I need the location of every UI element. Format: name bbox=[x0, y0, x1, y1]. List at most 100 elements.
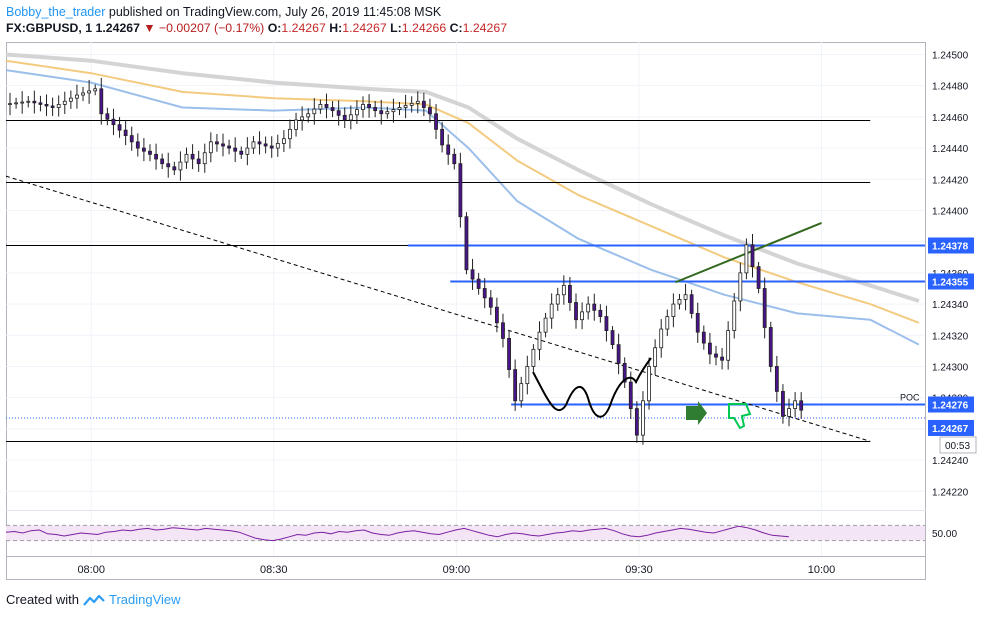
candle-body bbox=[458, 163, 463, 218]
author-link[interactable]: Bobby_the_trader bbox=[6, 5, 106, 19]
price-axis[interactable]: 1.242201.242401.242601.242801.243001.243… bbox=[928, 50, 977, 540]
candle-body bbox=[598, 309, 603, 317]
candle-body bbox=[501, 322, 505, 339]
ema-line-ema_fast bbox=[5, 69, 920, 346]
candle-body bbox=[227, 145, 231, 149]
candle-body bbox=[294, 119, 298, 130]
candle-body bbox=[93, 88, 98, 92]
candle-body bbox=[799, 400, 804, 411]
candle-body bbox=[543, 317, 548, 333]
candle-body bbox=[756, 266, 761, 289]
last-price-badge-label: 1.24267 bbox=[932, 424, 969, 435]
symbol-label: FX:GBPUSD, 1 bbox=[6, 21, 93, 35]
candle-body bbox=[604, 316, 609, 331]
down-arrow-icon: ▼ bbox=[143, 21, 156, 35]
tradingview-link[interactable]: TradingView bbox=[108, 592, 181, 607]
candle-body bbox=[32, 100, 37, 104]
x-tick-label: 09:00 bbox=[443, 564, 471, 576]
candle-body bbox=[482, 288, 487, 299]
candle-body bbox=[330, 107, 335, 112]
ema-line-ema_mid bbox=[5, 59, 920, 324]
candle-body bbox=[677, 298, 682, 305]
trendlines[interactable] bbox=[5, 175, 871, 442]
candle-body bbox=[622, 362, 627, 383]
candle-body bbox=[160, 158, 165, 165]
candle-body bbox=[653, 347, 658, 367]
candle-body bbox=[732, 300, 737, 331]
candle-body bbox=[178, 161, 183, 171]
created-with-label: Created with bbox=[6, 592, 79, 607]
y-tick-label: 1.24400 bbox=[932, 206, 969, 217]
candle-body bbox=[99, 88, 104, 115]
open-label: O: bbox=[267, 21, 282, 35]
candle-body bbox=[221, 143, 225, 147]
candle-body bbox=[781, 391, 785, 417]
candle-body bbox=[665, 316, 670, 330]
footer: Created with TradingView bbox=[6, 592, 181, 607]
trendline-black bbox=[5, 175, 871, 442]
close-value: 1.24267 bbox=[462, 21, 508, 35]
candle-body bbox=[714, 353, 718, 358]
candle-body bbox=[288, 128, 292, 140]
rsi-band bbox=[6, 525, 925, 541]
candle-body bbox=[81, 92, 85, 96]
tradingview-logo-icon bbox=[83, 594, 105, 606]
candle-body bbox=[56, 104, 61, 108]
candle-body bbox=[671, 303, 676, 317]
candle-body bbox=[208, 141, 213, 154]
time-axis[interactable]: 08:0008:3009:0009:3010:0010:3011:0011:30… bbox=[77, 564, 988, 576]
candle-body bbox=[68, 97, 73, 102]
candle-body bbox=[452, 153, 457, 165]
candle-body bbox=[537, 331, 542, 350]
price-axis-badge-label: 1.24378 bbox=[932, 242, 969, 253]
candle-body bbox=[355, 109, 359, 116]
candle-body bbox=[476, 278, 481, 289]
price-axis-badge-label: 1.24276 bbox=[932, 401, 969, 412]
trendline-green bbox=[675, 222, 822, 284]
candle-body bbox=[306, 113, 311, 118]
double-bottom-drawing bbox=[532, 357, 652, 418]
candle-body bbox=[689, 294, 694, 314]
price-axis-badge bbox=[928, 237, 974, 254]
candle-body bbox=[184, 153, 189, 163]
price-chart[interactable]: POC 1.242201.242401.242601.242801.243001… bbox=[0, 0, 988, 590]
y-tick-label: 1.24420 bbox=[932, 175, 969, 186]
candle-body bbox=[409, 102, 414, 106]
rsi-pane bbox=[5, 524, 925, 542]
candle-body bbox=[373, 107, 378, 112]
last-price-badge bbox=[928, 419, 974, 436]
price-levels[interactable]: POC bbox=[6, 120, 925, 442]
candle-body bbox=[683, 294, 688, 300]
candle-body bbox=[44, 104, 49, 107]
candle-body bbox=[762, 288, 767, 328]
candle-body bbox=[245, 147, 250, 155]
candle-body bbox=[135, 141, 140, 149]
price-axis-badge bbox=[928, 273, 974, 290]
candle-body bbox=[26, 100, 31, 103]
candle-body bbox=[172, 166, 177, 171]
candle-body bbox=[129, 135, 134, 143]
candle-body bbox=[190, 153, 195, 160]
candle-body bbox=[774, 366, 779, 392]
y-tick-label: 1.24240 bbox=[932, 456, 969, 467]
candle-body bbox=[397, 107, 402, 110]
price-axis-badge-label: 1.24355 bbox=[932, 278, 969, 289]
candle-body bbox=[470, 269, 475, 280]
drawings[interactable] bbox=[532, 357, 752, 430]
countdown-label: 00:53 bbox=[945, 441, 970, 452]
high-value: 1.24267 bbox=[342, 21, 387, 35]
x-tick-label: 10:00 bbox=[808, 564, 836, 576]
candle-body bbox=[738, 272, 743, 302]
candle-body bbox=[513, 369, 518, 402]
candle-body bbox=[87, 90, 92, 94]
candle-body bbox=[586, 303, 591, 313]
candle-body bbox=[768, 327, 773, 367]
candle-body bbox=[708, 342, 712, 355]
low-label: L: bbox=[390, 21, 402, 35]
candle-body bbox=[275, 142, 280, 149]
published-text: published on TradingView.com, July 26, 2… bbox=[105, 5, 442, 19]
candle-body bbox=[561, 284, 566, 296]
candle-body bbox=[239, 150, 244, 155]
candle-body bbox=[403, 105, 408, 108]
candle-body bbox=[549, 303, 554, 319]
